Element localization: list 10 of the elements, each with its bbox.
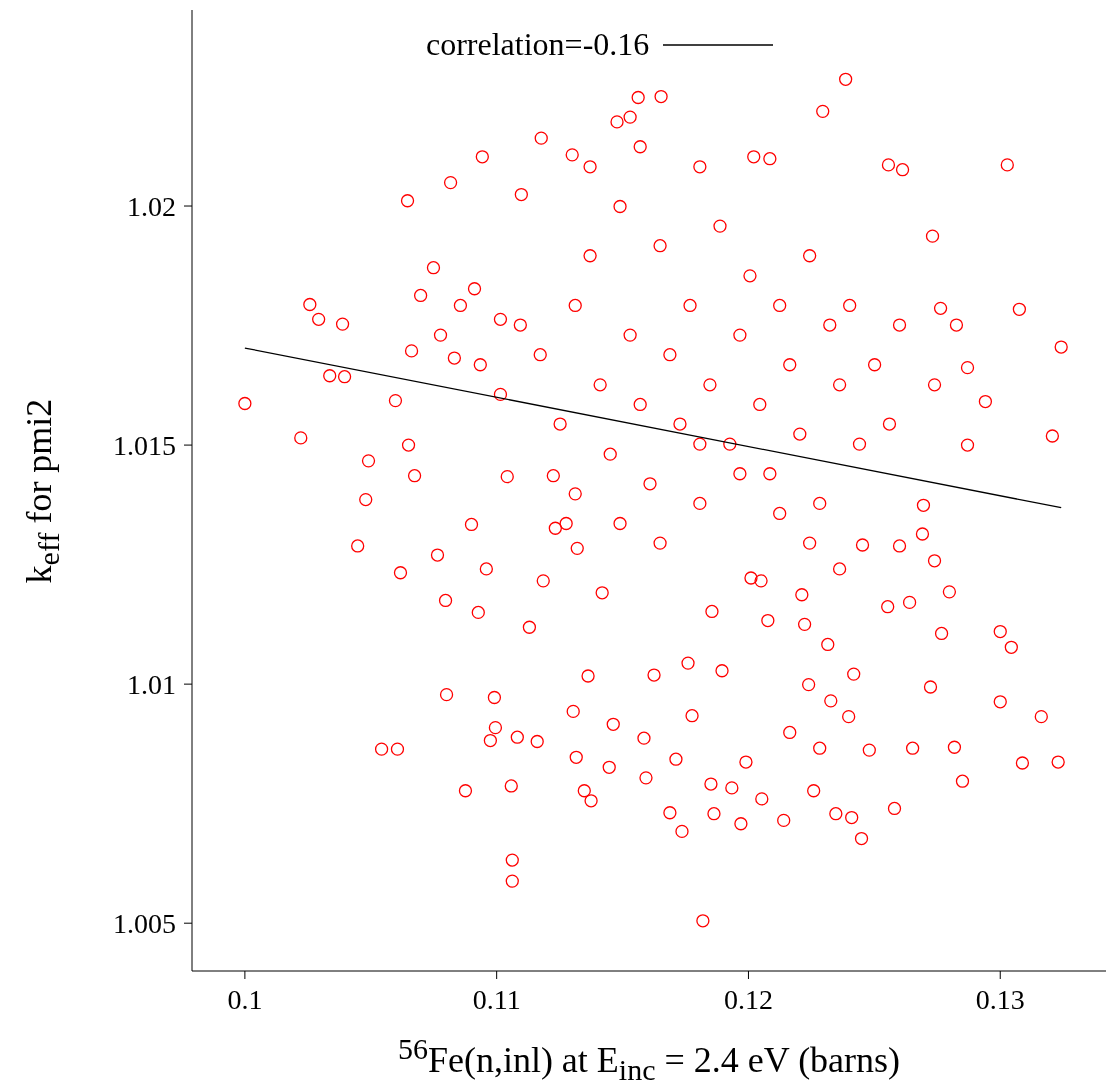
y-tick-label: 1.01: [127, 669, 176, 701]
x-tick-label: 0.13: [975, 983, 1025, 1015]
x-tick-label: 0.1: [227, 983, 263, 1015]
y-tick-label: 1.015: [113, 430, 176, 462]
legend-label: correlation=-0.16: [426, 26, 650, 63]
y-tick-label: 1.02: [127, 190, 176, 222]
y-tick-label: 1.005: [113, 908, 176, 940]
x-tick-label: 0.11: [472, 983, 521, 1015]
x-axis-title: $^{56}$Fe(n,inl) at E$_{inc}$ = 2.4 eV (barns): [396, 1031, 902, 1087]
x-tick-label: 0.12: [723, 983, 773, 1015]
